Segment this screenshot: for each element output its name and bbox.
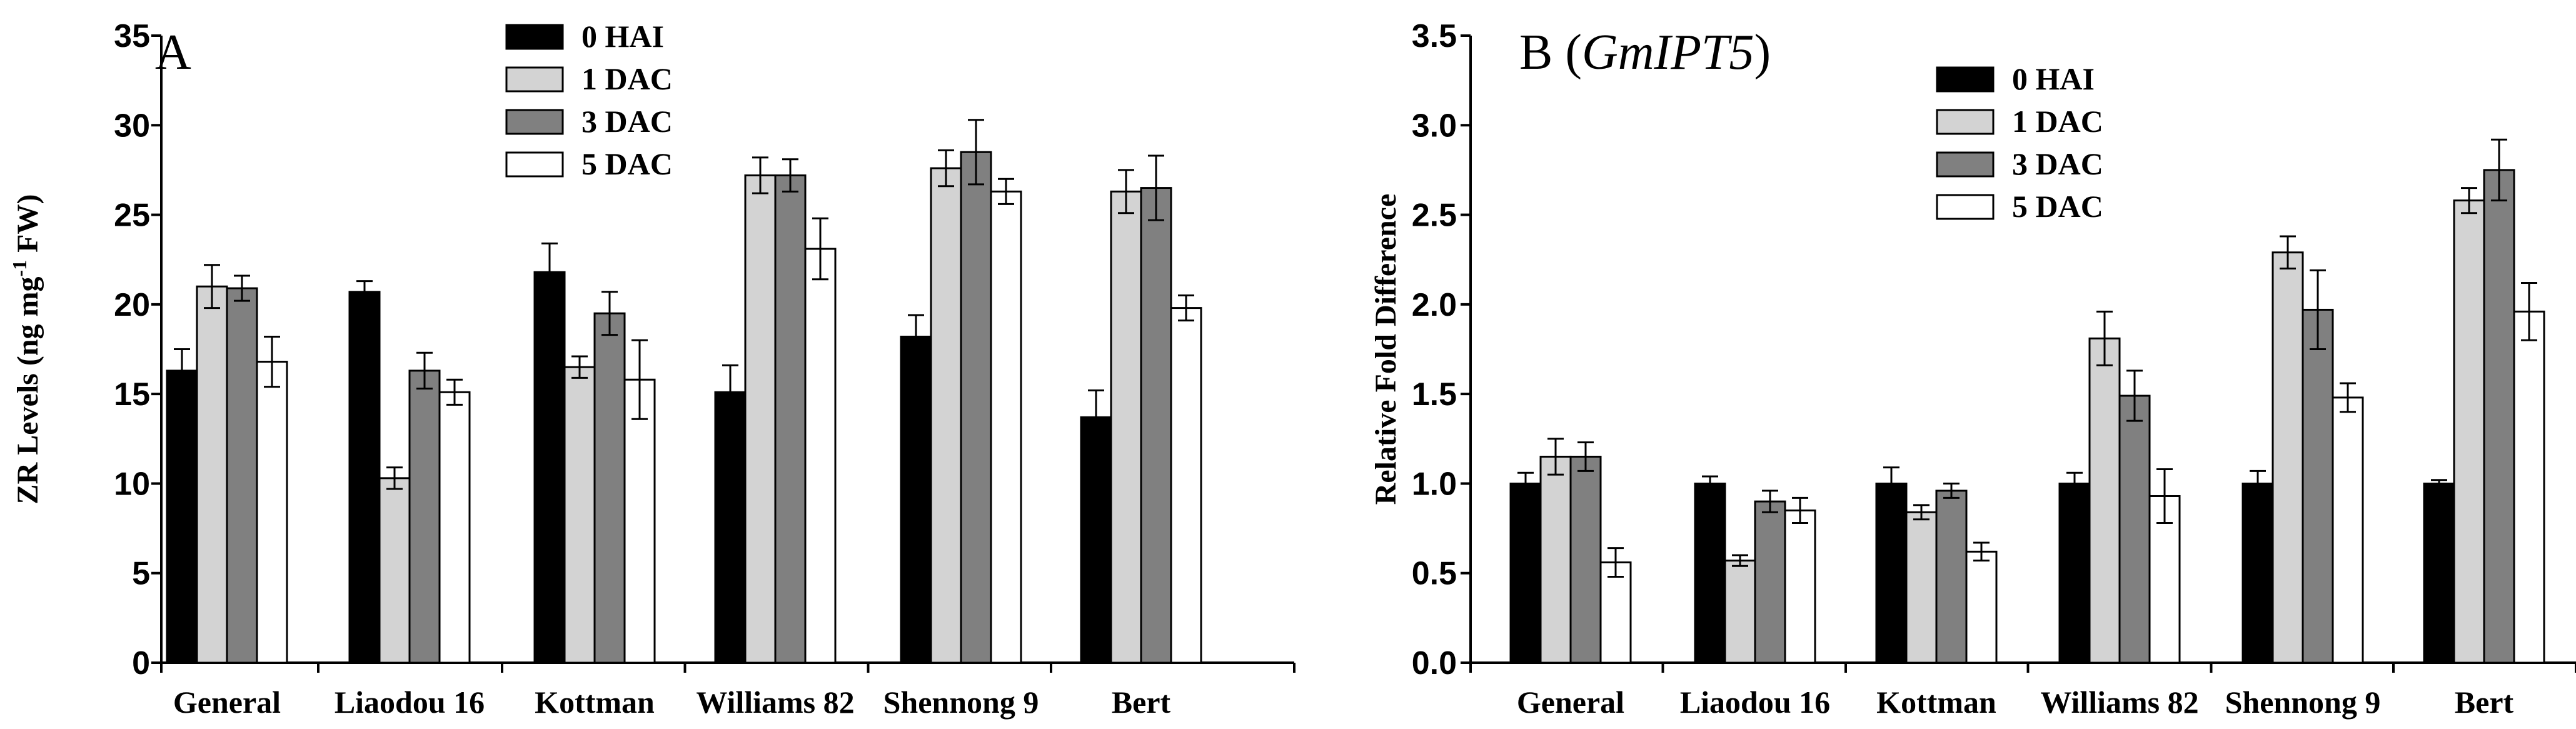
- y-tick-label: 3.5: [1412, 18, 1457, 54]
- bar: [166, 370, 198, 664]
- y-tick-label: 5: [132, 556, 150, 592]
- bar: [960, 151, 992, 664]
- y-tick-label: 1.5: [1412, 376, 1457, 413]
- bar: [1965, 550, 1998, 664]
- bar: [1875, 482, 1908, 664]
- legend-label: 0 HAI: [581, 19, 664, 54]
- legend-swatch: [1936, 109, 1995, 135]
- legend-swatch: [505, 151, 564, 178]
- bar: [1110, 190, 1142, 664]
- x-tick-label: Kottman: [1876, 685, 1996, 720]
- bar: [2088, 337, 2121, 664]
- y-axis-label: ZR Levels (ng mg-1 FW): [8, 194, 44, 505]
- y-tick-label: 0.0: [1412, 645, 1457, 681]
- y-tick-label: 35: [114, 18, 150, 54]
- x-tick-label: Shennong 9: [883, 685, 1039, 720]
- bar: [2483, 169, 2515, 664]
- bar: [2241, 482, 2274, 664]
- legend-swatch: [1936, 151, 1995, 178]
- x-tick-label: Liaodou 16: [335, 685, 485, 720]
- legend-swatch: [505, 66, 564, 93]
- bar: [2332, 396, 2364, 664]
- legend-label: 1 DAC: [2012, 104, 2103, 139]
- bar: [2272, 251, 2304, 664]
- bar: [1754, 500, 1786, 664]
- legend-label: 3 DAC: [2012, 146, 2103, 181]
- x-tick-label: Williams 82: [696, 685, 854, 720]
- panel-title: B (GmIPT5): [1519, 25, 1771, 80]
- legend-swatch: [1936, 194, 1995, 220]
- legend-swatch: [505, 24, 564, 50]
- legend-label: 3 DAC: [581, 104, 673, 139]
- bar: [1539, 455, 1572, 664]
- bar: [1784, 509, 1816, 664]
- bar: [804, 248, 837, 664]
- y-tick-label: 10: [114, 466, 150, 502]
- bar: [930, 167, 962, 664]
- bar: [623, 378, 656, 664]
- bar: [2513, 310, 2545, 664]
- legend-swatch: [505, 109, 564, 135]
- bar: [256, 361, 288, 664]
- legend-label: 1 DAC: [581, 61, 673, 96]
- y-tick-label: 15: [114, 376, 150, 413]
- y-tick-label: 30: [114, 108, 150, 144]
- bar: [714, 391, 747, 664]
- legend-label: 0 HAI: [2012, 61, 2095, 96]
- y-axis-label: Relative Fold Difference: [1369, 194, 1402, 505]
- y-tick-label: 25: [114, 198, 150, 234]
- bar: [1140, 187, 1172, 664]
- bar: [774, 174, 807, 664]
- bar: [1724, 560, 1756, 664]
- bar: [196, 285, 228, 664]
- x-tick-label: General: [173, 685, 281, 720]
- bar: [744, 174, 777, 664]
- x-tick-label: Bert: [1112, 685, 1171, 720]
- bar: [990, 190, 1022, 664]
- bar: [1080, 416, 1112, 664]
- legend-swatch: [1936, 66, 1995, 93]
- bar: [2453, 199, 2485, 664]
- x-tick-label: General: [1517, 685, 1624, 720]
- bar: [1569, 455, 1602, 664]
- y-tick-label: 3.0: [1412, 108, 1457, 144]
- x-tick-label: Shennong 9: [2225, 685, 2381, 720]
- bar: [900, 335, 932, 664]
- y-tick-label: 2.0: [1412, 287, 1457, 323]
- panel-b: 0.0 0.5 1.0 1.5 2.0 2.5 3.0 3.5 General Liaodou 1…: [1369, 18, 2576, 720]
- x-tick-label: Williams 82: [2040, 685, 2198, 720]
- x-tick-label: Bert: [2455, 685, 2514, 720]
- y-tick-label: 1.0: [1412, 466, 1457, 502]
- bar: [2058, 482, 2091, 664]
- y-tick-label: 2.5: [1412, 198, 1457, 234]
- x-tick-label: Kottman: [535, 685, 655, 720]
- y-tick-label: 0.5: [1412, 556, 1457, 592]
- legend-label: 5 DAC: [581, 146, 673, 181]
- y-tick-label: 0: [132, 645, 150, 681]
- bar: [226, 287, 258, 664]
- bar: [348, 291, 381, 664]
- panel-a: 0 5 10 15 20 25 30 35 General Liaodou 16 Kottman Wi…: [8, 18, 1296, 720]
- bar: [438, 391, 471, 664]
- bar: [1509, 482, 1542, 664]
- bar: [1170, 307, 1202, 664]
- bar: [378, 477, 411, 664]
- x-tick-label: Liaodou 16: [1680, 685, 1830, 720]
- y-tick-label: 20: [114, 287, 150, 323]
- bar: [1935, 490, 1968, 664]
- bar: [2423, 482, 2455, 664]
- bar: [563, 366, 596, 664]
- bar: [2118, 395, 2151, 664]
- bar: [533, 271, 566, 664]
- panel-title: A: [155, 25, 191, 80]
- bar: [1694, 482, 1726, 664]
- bar: [1599, 561, 1632, 664]
- bar: [2302, 308, 2334, 664]
- bar: [1905, 511, 1938, 664]
- legend-label: 5 DAC: [2012, 189, 2103, 224]
- bar: [593, 312, 626, 664]
- bar: [408, 370, 441, 664]
